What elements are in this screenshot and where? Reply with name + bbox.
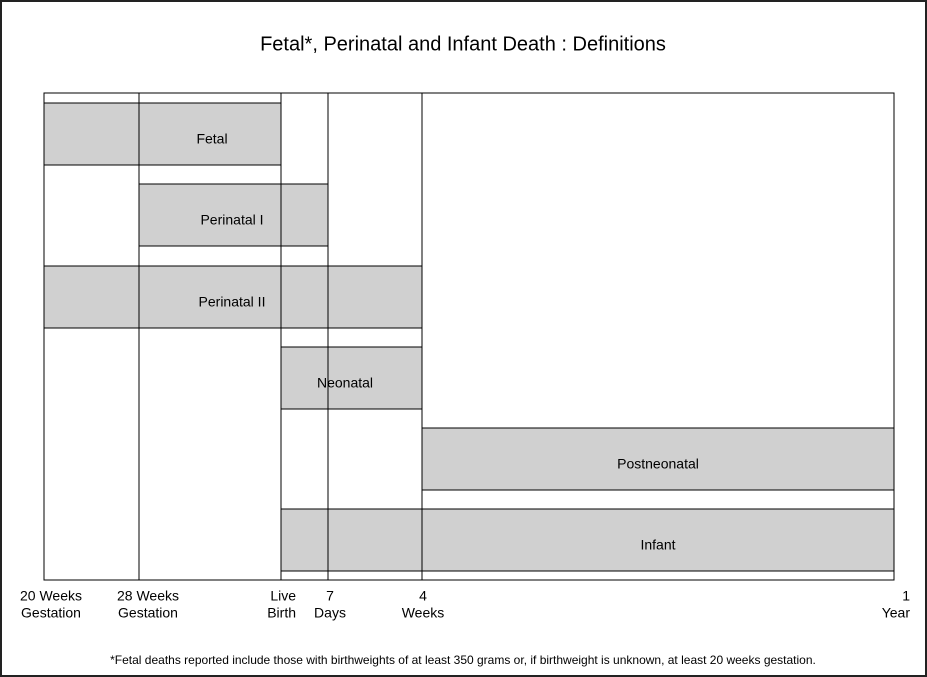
- period-bar: [43, 265, 423, 329]
- period-label: Perinatal II: [199, 294, 266, 310]
- period-label: Postneonatal: [617, 456, 699, 472]
- time-label: Gestation: [118, 605, 178, 621]
- time-label: 4: [419, 588, 427, 604]
- time-label: 28 Weeks: [117, 588, 179, 604]
- time-label: Weeks: [402, 605, 445, 621]
- time-label: Live: [270, 588, 296, 604]
- time-label: Year: [882, 605, 911, 621]
- time-label: 20 Weeks: [20, 588, 82, 604]
- period-label: Fetal: [196, 131, 227, 147]
- time-label: 7: [326, 588, 334, 604]
- period-bar: [138, 183, 329, 247]
- time-label: Gestation: [21, 605, 81, 621]
- time-label: 1: [902, 588, 910, 604]
- time-label: Birth: [267, 605, 296, 621]
- period-bar: [280, 508, 895, 572]
- footnote: *Fetal deaths reported include those wit…: [110, 653, 816, 667]
- time-label: Days: [314, 605, 346, 621]
- period-label: Perinatal I: [200, 212, 263, 228]
- period-bar: [43, 102, 282, 166]
- title: Fetal*, Perinatal and Infant Death : Def…: [260, 33, 666, 55]
- period-label: Neonatal: [317, 375, 373, 391]
- period-label: Infant: [640, 537, 675, 553]
